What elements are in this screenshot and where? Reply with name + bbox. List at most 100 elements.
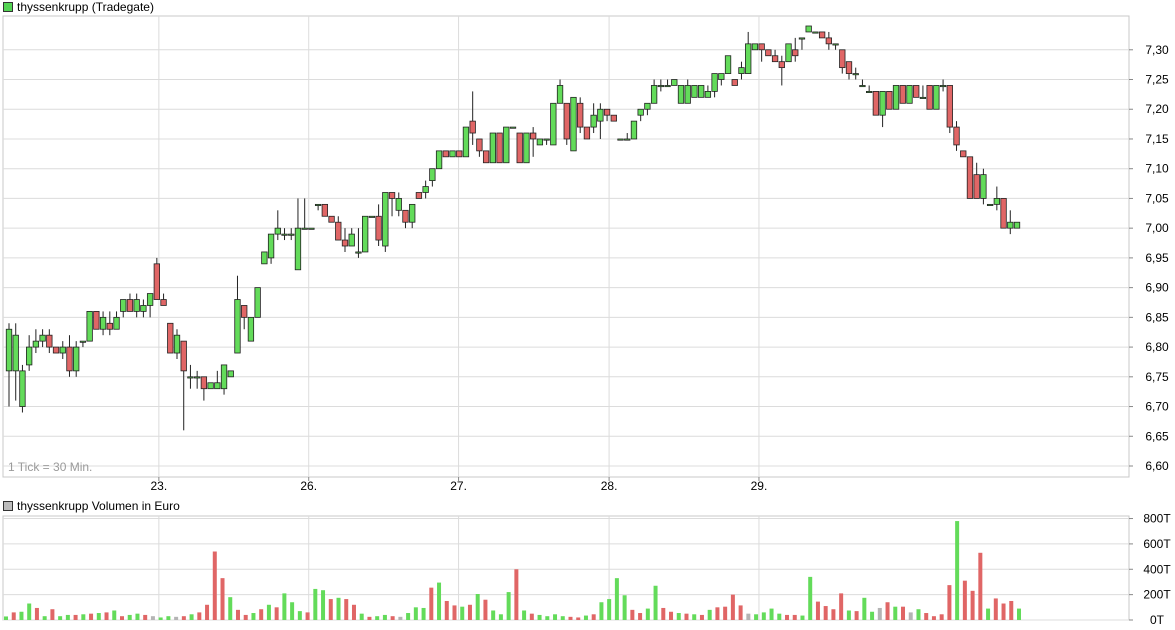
- candle-up: [556, 85, 564, 104]
- candle-down: [872, 91, 880, 116]
- volume-bar: [290, 602, 295, 620]
- candle-up: [348, 233, 355, 247]
- volume-bar: [924, 613, 929, 620]
- volume-bar: [723, 606, 728, 620]
- volume-bar: [839, 593, 844, 620]
- price-y-tick-label: 6,85: [1145, 310, 1169, 324]
- candle-up: [368, 215, 376, 218]
- candle-up: [301, 227, 308, 230]
- candle-up: [677, 85, 685, 104]
- volume-bar: [228, 597, 233, 620]
- candle-up: [859, 85, 866, 88]
- candle-up: [234, 299, 241, 354]
- candle-up: [355, 251, 362, 254]
- volume-bar: [514, 569, 519, 620]
- candle-up: [624, 138, 631, 141]
- volume-bar: [65, 614, 70, 620]
- candle-down: [758, 43, 765, 51]
- candle-up: [1013, 221, 1021, 229]
- price-y-tick-label: 7,25: [1145, 73, 1169, 87]
- volume-bar: [823, 606, 828, 620]
- volume-bar: [815, 601, 820, 620]
- candle-up: [986, 203, 994, 206]
- candle-down: [973, 174, 980, 199]
- volume-bar: [27, 603, 32, 620]
- volume-bar: [398, 616, 403, 620]
- volume-bar: [437, 582, 442, 620]
- volume-bar: [901, 606, 906, 620]
- candle-up: [19, 370, 26, 407]
- price-plot-frame: [2, 15, 1130, 478]
- volume-bar: [576, 617, 581, 620]
- volume-bar: [4, 616, 8, 620]
- candle-down: [583, 126, 591, 140]
- candle-up: [798, 37, 806, 40]
- volume-bar: [475, 594, 480, 620]
- volume-bar: [34, 607, 39, 620]
- volume-bar: [591, 614, 596, 620]
- candle-up: [227, 370, 234, 378]
- volume-bar: [135, 613, 140, 620]
- candle-down: [516, 132, 523, 164]
- candle-up: [919, 96, 927, 99]
- volume-bar: [282, 593, 287, 620]
- price-x-tick-label: 28.: [601, 479, 618, 493]
- candle-up: [435, 150, 443, 170]
- volume-bar: [73, 614, 78, 620]
- volume-bar: [351, 604, 356, 620]
- volume-plot-frame: [2, 515, 1130, 621]
- candle-down: [926, 85, 933, 110]
- candle-up: [187, 376, 194, 379]
- volume-bar: [599, 602, 604, 620]
- volume-bar: [406, 613, 411, 620]
- price-y-tick-label: 6,75: [1145, 370, 1169, 384]
- volume-bar: [1017, 608, 1021, 620]
- candle-up: [261, 251, 268, 265]
- candle-down: [241, 305, 248, 318]
- candle-up: [281, 233, 288, 236]
- volume-bar: [699, 614, 704, 620]
- volume-bar: [19, 611, 24, 620]
- volume-bar: [305, 612, 310, 620]
- volume-bar: [970, 590, 975, 620]
- candle-up: [133, 299, 140, 312]
- volume-bar: [367, 616, 372, 620]
- volume-bar: [336, 597, 341, 620]
- volume-bar: [877, 607, 882, 620]
- candle-down: [126, 299, 134, 312]
- volume-bar: [870, 611, 875, 620]
- volume-bar: [344, 599, 349, 620]
- volume-panel: 0T 200T 400T 600T 800T: [2, 512, 1171, 627]
- candle-up: [1007, 221, 1014, 229]
- candle-down: [402, 209, 409, 223]
- candle-up: [698, 85, 705, 98]
- price-x-tick-label: 27.: [450, 479, 467, 493]
- candle-down: [530, 132, 537, 140]
- candle-up: [39, 334, 46, 342]
- candle-down: [153, 263, 160, 300]
- candle-down: [563, 102, 570, 140]
- candle-up: [650, 85, 658, 104]
- candle-up: [220, 364, 228, 390]
- candle-down: [966, 156, 974, 199]
- candle-up: [550, 102, 557, 146]
- volume-bar: [112, 610, 117, 620]
- volume-bar: [955, 521, 960, 620]
- volume-bar: [375, 616, 380, 620]
- candle-down: [341, 239, 349, 247]
- volume-bar: [96, 613, 101, 620]
- candle-down: [482, 150, 490, 164]
- candle-down: [839, 49, 846, 69]
- candle-up: [711, 73, 718, 92]
- candle-down: [825, 37, 832, 45]
- volume-bar: [583, 615, 588, 620]
- volume-bar: [777, 613, 782, 620]
- volume-bar: [50, 609, 55, 620]
- volume-bar: [746, 613, 751, 620]
- volume-bar: [11, 612, 16, 620]
- price-y-tick-label: 7,15: [1145, 132, 1169, 146]
- candle-up: [59, 346, 66, 354]
- candle-down: [106, 322, 113, 330]
- volume-y-tick-label: 400T: [1143, 562, 1171, 576]
